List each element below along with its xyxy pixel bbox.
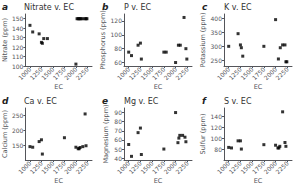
svg-text:60: 60 [114, 59, 122, 66]
svg-text:1000: 1000 [16, 159, 33, 176]
svg-text:EC: EC [154, 83, 163, 91]
svg-text:50: 50 [114, 146, 122, 153]
svg-text:100: 100 [12, 63, 24, 70]
svg-text:EC: EC [254, 177, 263, 185]
svg-text:2000: 2000 [262, 159, 279, 176]
svg-text:200: 200 [12, 127, 24, 134]
svg-text:Calcium (ppm): Calcium (ppm) [1, 110, 9, 158]
svg-text:40: 40 [114, 155, 122, 162]
svg-text:P v. EC: P v. EC [124, 3, 152, 12]
svg-text:120: 120 [111, 17, 123, 24]
svg-text:150: 150 [12, 15, 24, 22]
svg-text:1000: 1000 [115, 65, 132, 82]
svg-text:2000: 2000 [162, 159, 179, 176]
svg-text:1000: 1000 [215, 159, 232, 176]
svg-text:90: 90 [114, 109, 122, 116]
svg-text:1000: 1000 [115, 159, 132, 176]
svg-text:1250: 1250 [227, 65, 243, 82]
svg-text:1500: 1500 [138, 65, 155, 82]
svg-text:60: 60 [114, 136, 122, 143]
svg-text:2250: 2250 [274, 159, 290, 175]
svg-text:Mg v. EC: Mg v. EC [124, 97, 159, 106]
svg-text:EC: EC [54, 177, 63, 185]
svg-text:Potassium (ppm): Potassium (ppm) [199, 13, 207, 68]
svg-text:100: 100 [211, 135, 223, 142]
svg-text:d: d [2, 96, 9, 106]
svg-text:S v. EC: S v. EC [224, 97, 252, 106]
svg-text:110: 110 [12, 53, 24, 60]
svg-text:1750: 1750 [250, 65, 267, 82]
svg-text:2000: 2000 [162, 65, 179, 82]
svg-text:70: 70 [114, 127, 122, 134]
svg-text:1250: 1250 [28, 159, 44, 176]
svg-text:250: 250 [12, 112, 24, 119]
svg-text:1500: 1500 [39, 159, 56, 176]
svg-text:80: 80 [114, 118, 122, 125]
svg-text:1250: 1250 [127, 65, 143, 82]
svg-text:350: 350 [211, 29, 223, 36]
svg-text:2250: 2250 [74, 65, 90, 81]
svg-text:2250: 2250 [274, 65, 290, 81]
svg-text:b: b [102, 2, 109, 12]
svg-text:250: 250 [211, 57, 223, 64]
svg-text:EC: EC [54, 83, 63, 91]
svg-text:140: 140 [12, 25, 24, 32]
svg-text:120: 120 [211, 124, 223, 131]
svg-text:e: e [102, 96, 108, 106]
svg-text:f: f [202, 96, 207, 106]
svg-text:1500: 1500 [39, 65, 56, 82]
svg-text:EC: EC [254, 83, 263, 91]
svg-text:2000: 2000 [62, 159, 79, 176]
svg-text:1250: 1250 [227, 159, 243, 176]
svg-text:2250: 2250 [174, 159, 190, 175]
svg-text:1750: 1750 [51, 159, 67, 176]
svg-text:Sulfur (ppm): Sulfur (ppm) [199, 114, 207, 155]
svg-text:400: 400 [211, 15, 223, 22]
svg-text:1750: 1750 [150, 65, 167, 82]
svg-text:1750: 1750 [150, 159, 167, 176]
svg-text:120: 120 [12, 44, 24, 51]
svg-text:1500: 1500 [238, 65, 255, 82]
svg-text:2000: 2000 [62, 65, 79, 82]
svg-text:Ca v. EC: Ca v. EC [24, 97, 57, 106]
svg-text:2000: 2000 [262, 65, 279, 82]
svg-text:Nitrate (ppm): Nitrate (ppm) [1, 18, 9, 62]
svg-text:1250: 1250 [28, 65, 44, 82]
svg-text:c: c [202, 2, 208, 12]
svg-text:1750: 1750 [250, 159, 267, 176]
svg-text:1000: 1000 [215, 65, 232, 82]
svg-text:300: 300 [211, 43, 223, 50]
svg-text:K v. EC: K v. EC [224, 3, 252, 12]
svg-text:100: 100 [111, 31, 123, 38]
svg-text:150: 150 [12, 142, 24, 149]
svg-text:140: 140 [211, 113, 223, 120]
svg-text:1000: 1000 [16, 65, 33, 82]
svg-text:1500: 1500 [238, 159, 255, 176]
svg-text:130: 130 [12, 34, 24, 41]
svg-text:a: a [2, 2, 8, 12]
svg-text:1500: 1500 [138, 159, 155, 176]
svg-text:80: 80 [214, 146, 222, 153]
svg-text:1750: 1750 [51, 65, 67, 82]
svg-text:1250: 1250 [127, 159, 143, 176]
svg-text:Nitrate v. EC: Nitrate v. EC [24, 3, 74, 12]
svg-text:Phosphorus (ppm): Phosphorus (ppm) [99, 10, 107, 70]
svg-text:80: 80 [114, 45, 122, 52]
svg-text:2250: 2250 [174, 65, 190, 81]
svg-text:EC: EC [154, 177, 163, 185]
svg-text:2250: 2250 [74, 159, 90, 175]
svg-text:Magnesium (ppm): Magnesium (ppm) [102, 104, 110, 163]
